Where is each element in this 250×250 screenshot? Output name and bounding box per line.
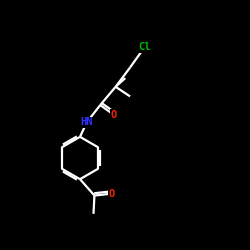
Text: HN: HN [80,118,93,128]
Text: O: O [110,110,117,120]
Text: O: O [109,188,115,198]
Text: Cl: Cl [138,42,151,52]
